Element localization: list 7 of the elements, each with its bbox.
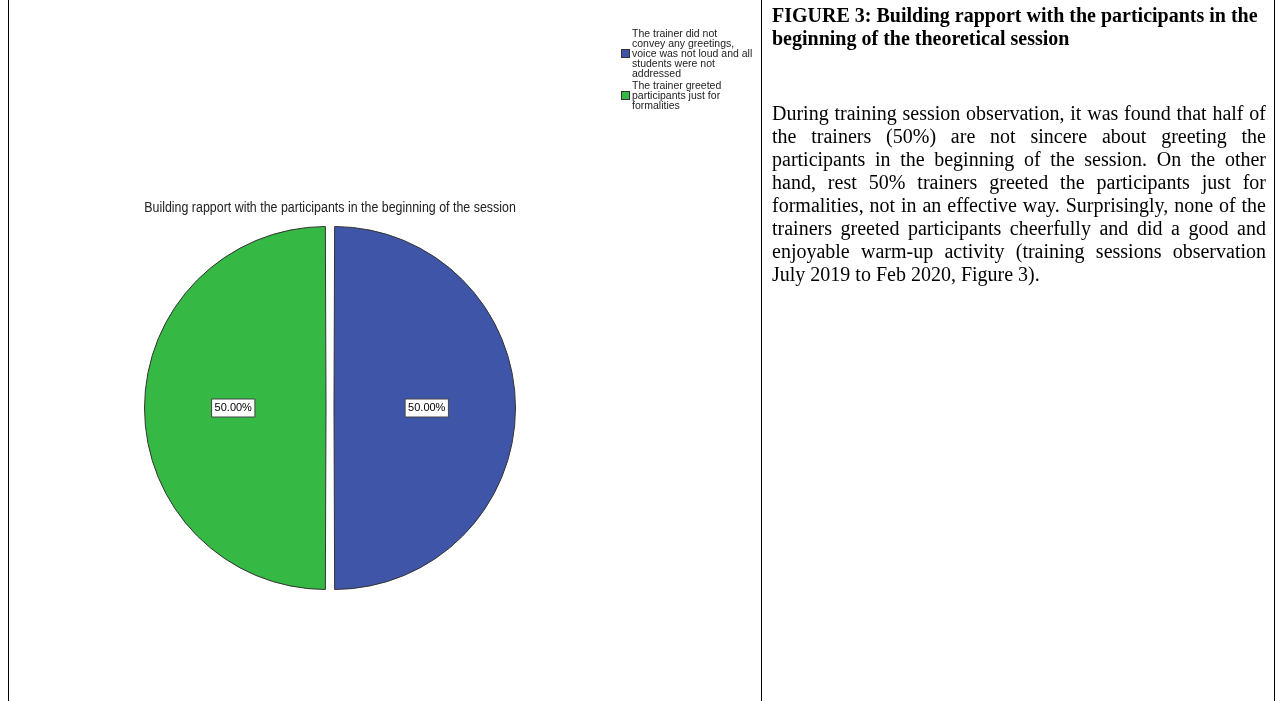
- legend-label: The trainer did not convey any greetings, voice was not loud and all students were not addressed: [632, 27, 753, 79]
- text: Building rapport with the participants in the beginning of the session: [144, 199, 516, 216]
- text: During training session observation, it was found that half of the trainers (50%) are not sincere about greeting the participants in the beginning of the session. On the other hand, rest 50% trainers greeted the participants just for formalities, not in an effective way. Surprisingly, none of the trainers greeted participants cheerfully and did a good and enjoyable warm-up activity (training sessions observation July 2019 to Feb 2020, Figure 3).: [772, 102, 1266, 286]
- legend-label: The trainer greeted participants just for formalities: [632, 79, 723, 111]
- data-label: 50.00%: [408, 401, 446, 414]
- text: FIGURE 3: Building rapport with the participants in the beginning of the theoretical session: [772, 4, 1259, 50]
- data-label: 50.00%: [214, 401, 253, 414]
